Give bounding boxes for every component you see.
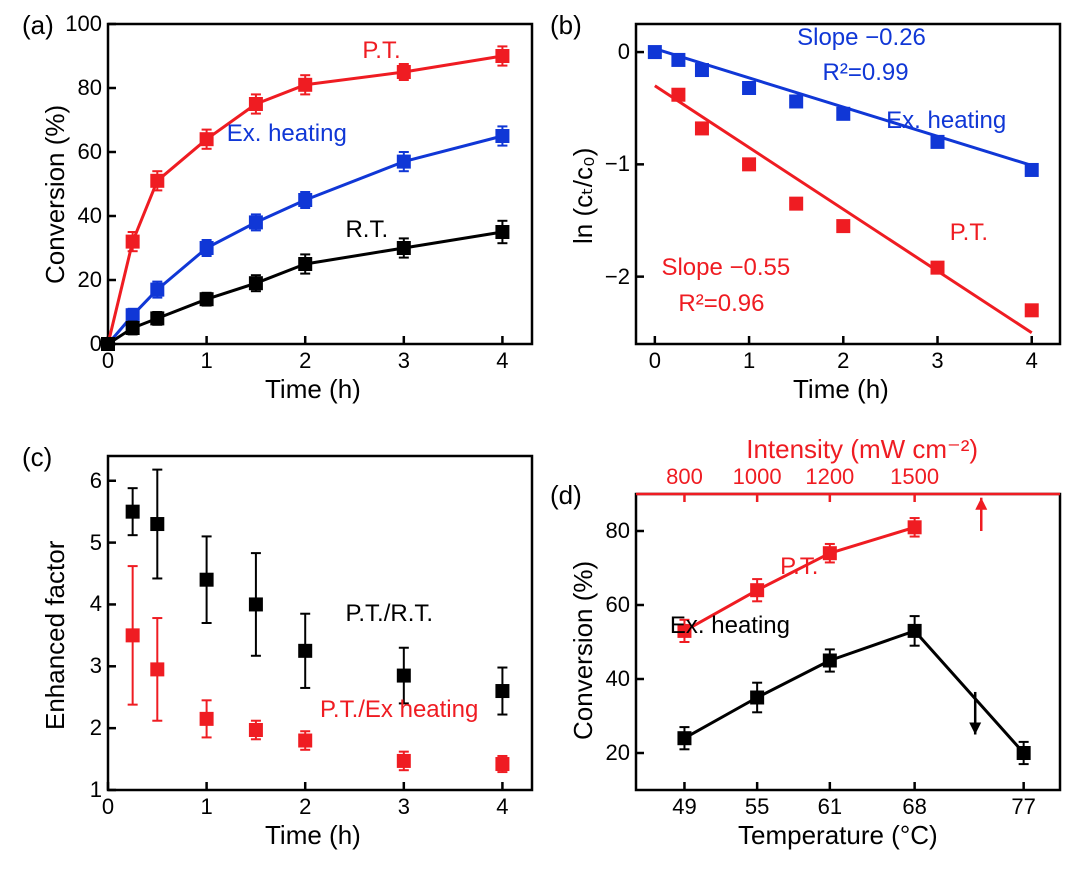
ytick-label: 20 [78, 267, 102, 293]
panel-b-label: (b) [550, 10, 582, 41]
ytick-label: 4 [90, 591, 102, 617]
ytick-label: 80 [78, 75, 102, 101]
annotation: P.T./Ex heating [320, 696, 478, 724]
xtick-label: 68 [895, 794, 935, 820]
figure: (a) Conversion (%) Time (h) 012340204060… [0, 0, 1080, 870]
panel-c-svg [108, 456, 532, 790]
ytick-label: 5 [90, 530, 102, 556]
ytick-label: 0 [618, 39, 630, 65]
ytick-label: 80 [606, 518, 630, 544]
xtick-label: 2 [823, 348, 863, 374]
ytick-label: 2 [90, 715, 102, 741]
xtick-label: 2 [285, 794, 325, 820]
xtick-label: 61 [810, 794, 850, 820]
xtop-tick-label: 1000 [727, 464, 787, 490]
ytick-label: 60 [606, 592, 630, 618]
xtick-label: 1 [187, 348, 227, 374]
panel-d-ytitle: Conversion (%) [568, 561, 599, 740]
panel-c-ytitle: Enhanced factor [40, 541, 71, 730]
xtick-label: 3 [384, 794, 424, 820]
annotation: Ex. heating [886, 107, 1006, 135]
panel-b-ytitle: ln (cₜ/c₀) [568, 148, 599, 244]
annotation: R.T. [345, 216, 388, 244]
xtick-label: 77 [1004, 794, 1044, 820]
panel-d-svg [636, 494, 1060, 790]
panel-a-label: (a) [22, 10, 54, 41]
xtick-label: 3 [384, 348, 424, 374]
annotation: R²=0.99 [823, 59, 909, 87]
panel-c-plot [108, 456, 532, 790]
ytick-label: −1 [605, 151, 630, 177]
panel-d-xtop-title: Intensity (mW cm⁻²) [746, 434, 978, 465]
xtick-label: 0 [635, 348, 675, 374]
annotation: Slope −0.55 [661, 254, 790, 282]
annotation: P.T. [950, 219, 988, 247]
panel-a-plot [108, 24, 532, 344]
panel-c-xtitle: Time (h) [265, 820, 361, 851]
panel-d: (d) Intensity (mW cm⁻²) Conversion (%) T… [552, 432, 1068, 862]
ytick-label: 0 [90, 331, 102, 357]
panel-a-ytitle: Conversion (%) [40, 105, 71, 284]
xtop-tick-label: 800 [654, 464, 714, 490]
xtop-tick-label: 1500 [885, 464, 945, 490]
panel-b: (b) ln (cₜ/c₀) Time (h) 0 1 2 3 4 0 −1 −2 Slope … [552, 2, 1068, 420]
panel-d-plot [636, 494, 1060, 790]
panel-c: (c) Enhanced factor Time (h) 01234123456… [18, 432, 540, 862]
xtick-label: 49 [664, 794, 704, 820]
ytick-label: −2 [605, 264, 630, 290]
ytick-label: 6 [90, 468, 102, 494]
panel-b-xtitle: Time (h) [793, 374, 889, 405]
annotation: P.T. [780, 553, 818, 581]
xtop-tick-label: 1200 [800, 464, 860, 490]
ytick-label: 60 [78, 139, 102, 165]
ytick-label: 20 [606, 740, 630, 766]
ytick-label: 100 [65, 11, 102, 37]
xtick-label: 2 [285, 348, 325, 374]
xtick-label: 4 [1012, 348, 1052, 374]
xtick-label: 55 [737, 794, 777, 820]
annotation: P.T./R.T. [345, 600, 433, 628]
panel-c-label: (c) [22, 442, 52, 473]
ytick-label: 3 [90, 653, 102, 679]
panel-d-xtitle: Temperature (°C) [738, 820, 938, 851]
panel-a-svg [108, 24, 532, 344]
annotation: Ex. heating [670, 612, 790, 640]
ytick-label: 40 [78, 203, 102, 229]
panel-a-xtitle: Time (h) [265, 374, 361, 405]
ytick-label: 1 [90, 777, 102, 803]
ytick-label: 40 [606, 666, 630, 692]
annotation: P.T. [362, 37, 400, 65]
annotation: Ex. heating [227, 120, 347, 148]
annotation: R²=0.96 [678, 290, 764, 318]
panel-a: (a) Conversion (%) Time (h) 012340204060… [18, 2, 540, 420]
xtick-label: 1 [187, 794, 227, 820]
annotation: Slope −0.26 [797, 24, 926, 52]
xtick-label: 4 [482, 794, 522, 820]
panel-d-label: (d) [550, 480, 582, 511]
xtick-label: 3 [918, 348, 958, 374]
xtick-label: 4 [482, 348, 522, 374]
xtick-label: 1 [729, 348, 769, 374]
